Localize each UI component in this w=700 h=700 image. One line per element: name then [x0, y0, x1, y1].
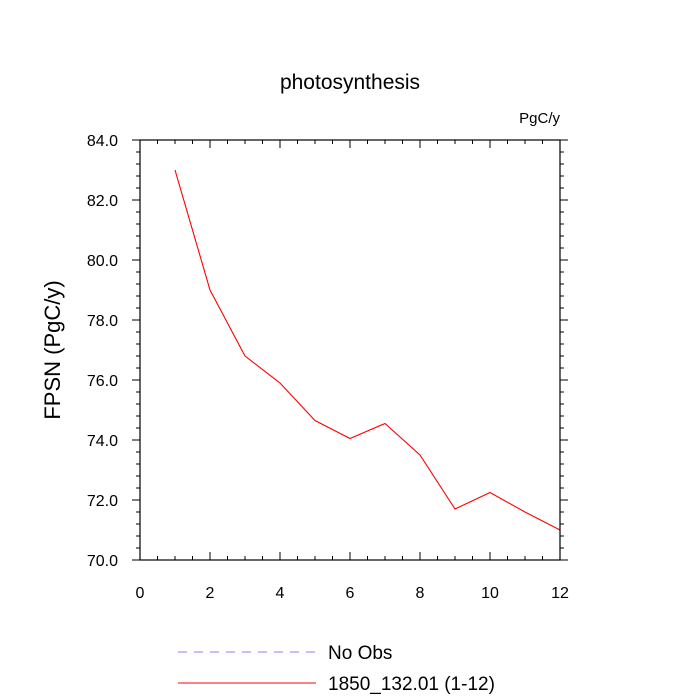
x-tick-label: 12 — [551, 585, 569, 602]
y-axis-label: FPSN (PgC/y) — [40, 280, 65, 419]
y-tick-label: 70.0 — [87, 553, 118, 570]
x-tick-label: 2 — [206, 585, 215, 602]
y-tick-label: 82.0 — [87, 193, 118, 210]
series-layer — [174, 169, 561, 531]
y-tick-label: 72.0 — [87, 493, 118, 510]
legend: No Obs 1850_132.01 (1-12) — [178, 643, 495, 695]
y-tick-label: 84.0 — [87, 133, 118, 150]
x-tick-label: 4 — [276, 585, 285, 602]
chart-title: photosynthesis — [280, 71, 420, 94]
legend-label: No Obs — [328, 643, 392, 664]
x-tick-label: 0 — [136, 585, 145, 602]
x-tick-label: 6 — [346, 585, 355, 602]
legend-label: 1850_132.01 (1-12) — [328, 674, 495, 695]
y-tick-label: 80.0 — [87, 253, 118, 270]
x-tick-label: 10 — [481, 585, 499, 602]
y-tick-label: 76.0 — [87, 373, 118, 390]
axis-ticks: 0 2 4 6 8 10 12 70.0 72.0 74.0 76.0 78.0 80.0 82.0 84.… — [87, 133, 569, 602]
units-label: PgC/y — [519, 110, 560, 127]
x-tick-label: 8 — [416, 585, 425, 602]
plot-frame — [139, 139, 561, 561]
y-tick-label: 78.0 — [87, 313, 118, 330]
y-tick-label: 74.0 — [87, 433, 118, 450]
series-line — [174, 169, 561, 531]
